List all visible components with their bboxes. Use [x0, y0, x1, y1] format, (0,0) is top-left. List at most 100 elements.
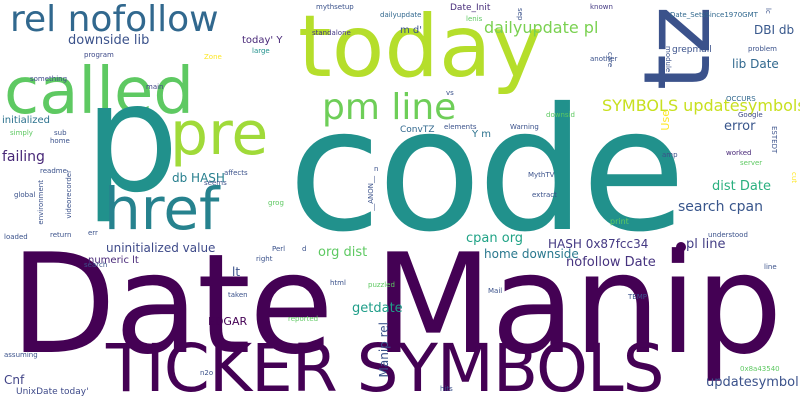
word-hits: hits	[440, 385, 453, 393]
word-mythtv: MythTV	[528, 171, 555, 179]
word-right: right	[256, 255, 273, 263]
word-problem: problem	[748, 45, 777, 53]
word-y-m: Y m	[472, 129, 492, 140]
word-pl-line: pl line	[686, 237, 726, 252]
word-numeric-lt: numeric lt	[88, 255, 139, 266]
word-sep: sep	[516, 8, 524, 21]
word-mythsetup: mythsetup	[316, 3, 354, 11]
word-html: html	[330, 279, 346, 287]
word-standalone: standalone	[312, 29, 351, 37]
word-uninitialized-value: uninitialized value	[106, 241, 216, 255]
word-failing: failing	[2, 149, 45, 165]
word-rel-nofollow: rel nofollow	[10, 0, 219, 40]
word-amp: amp	[662, 151, 678, 159]
word-simply: simply	[10, 129, 33, 137]
word-p: p	[84, 52, 180, 226]
word-sub: sub	[54, 129, 67, 137]
word-occurs: OCCURS	[726, 95, 756, 103]
word-today-y: today' Y	[242, 35, 283, 46]
word-videorecorder: videorecorder	[65, 170, 73, 219]
word-assuming: assuming	[4, 351, 38, 359]
word-readme: readme	[40, 167, 67, 175]
word-another: another	[590, 55, 618, 63]
word-affects: affects	[224, 169, 248, 177]
word-db-hash: db HASH	[172, 171, 225, 185]
word-lenis: lenis	[466, 15, 483, 23]
word-use: Use	[659, 110, 672, 131]
word-main: main	[146, 83, 164, 91]
word-0x8a43540: 0x8a43540	[740, 365, 780, 373]
word-downsid: downsid	[546, 111, 575, 119]
word-dailyupdate: dailyupdate	[380, 11, 422, 19]
word-elements: elements	[444, 123, 477, 131]
word-code: code	[288, 72, 686, 270]
word-perl: Perl	[272, 245, 286, 253]
word-something: something	[30, 75, 68, 83]
word-dailyupdate-pl: dailyupdate pl	[484, 18, 599, 37]
word-puzzled: puzzled	[368, 281, 395, 289]
word-getdate: getdate	[352, 301, 403, 316]
word-manip-rel: Manip rel	[377, 322, 391, 378]
word-home-downside: home downside	[484, 247, 579, 261]
word-search-cpan: search cpan	[678, 199, 763, 215]
word-d: d	[302, 245, 307, 253]
word-environment: environment	[37, 180, 45, 225]
word-vs: vs	[446, 89, 454, 97]
word-grog: grog	[268, 199, 284, 207]
word-unixdate-today: UnixDate today'	[16, 387, 89, 397]
word-org-dist: org dist	[318, 245, 368, 260]
word-lib-date: lib Date	[732, 57, 779, 71]
word-href: href	[104, 175, 220, 243]
word-updatesymbol: updatesymbol	[706, 375, 799, 390]
word-n2o: n2o	[200, 369, 214, 377]
word-server: server	[740, 159, 763, 167]
word-pm-line: pm line	[322, 87, 457, 128]
word-error: error	[724, 119, 756, 134]
word-edgar: EDGAR	[208, 315, 248, 328]
word-loaded: loaded	[4, 233, 28, 241]
dot-mark	[676, 242, 686, 252]
word-reported: reported	[288, 315, 319, 323]
word-cpan-org: cpan org	[466, 231, 524, 246]
word-return: return	[50, 231, 72, 239]
word-seems: seems	[204, 179, 227, 187]
word-anon: __ANON__	[367, 176, 375, 211]
word-downside-lib: downside lib	[68, 33, 150, 48]
word-grepmail: grepmail	[672, 45, 712, 55]
word-err: err	[88, 229, 98, 237]
word-called: called	[4, 55, 194, 129]
word-search: search	[84, 261, 108, 269]
word-zone: Zone	[204, 53, 222, 61]
word-m-d: m d'	[400, 25, 423, 36]
word-temp: TEMP	[628, 293, 647, 301]
word-date-init: Date_Init	[450, 3, 491, 13]
word-extract: extract	[532, 191, 557, 199]
word-date-setssince: Date_SetsSince1970GMT	[670, 11, 758, 19]
word-dbi-db: DBI db	[754, 23, 795, 37]
word-worked: worked	[726, 149, 752, 157]
word-date-manip: Date Manip	[10, 224, 783, 385]
word-large: large	[252, 47, 270, 55]
word-taken: taken	[228, 291, 248, 299]
word-pre: pre	[170, 99, 269, 169]
word-today: today	[298, 0, 543, 97]
word-nofollow-date: nofollow Date	[566, 255, 656, 270]
word-lc: lc	[764, 8, 772, 14]
word-convtz: ConvTZ	[400, 125, 435, 135]
word-n: n	[374, 165, 379, 173]
word-estedt: ESTEDT	[770, 126, 778, 154]
word-mail: Mail	[488, 287, 503, 295]
word-print: print	[610, 217, 629, 226]
word-global: global	[14, 191, 36, 199]
word-cut: cut	[790, 172, 798, 184]
word-program: program	[84, 51, 114, 59]
word-hash-0x87fcc34: HASH 0x87fcc34	[548, 237, 649, 251]
word-care: care	[606, 52, 614, 68]
word-line: line	[764, 263, 777, 271]
word-module: module	[664, 46, 672, 73]
word-understood: understood	[708, 231, 748, 239]
word-ticker-symbols: TICKER SYMBOLS	[106, 330, 665, 400]
word-lt: lt	[232, 265, 241, 279]
word-cnf: Cnf	[4, 373, 25, 387]
